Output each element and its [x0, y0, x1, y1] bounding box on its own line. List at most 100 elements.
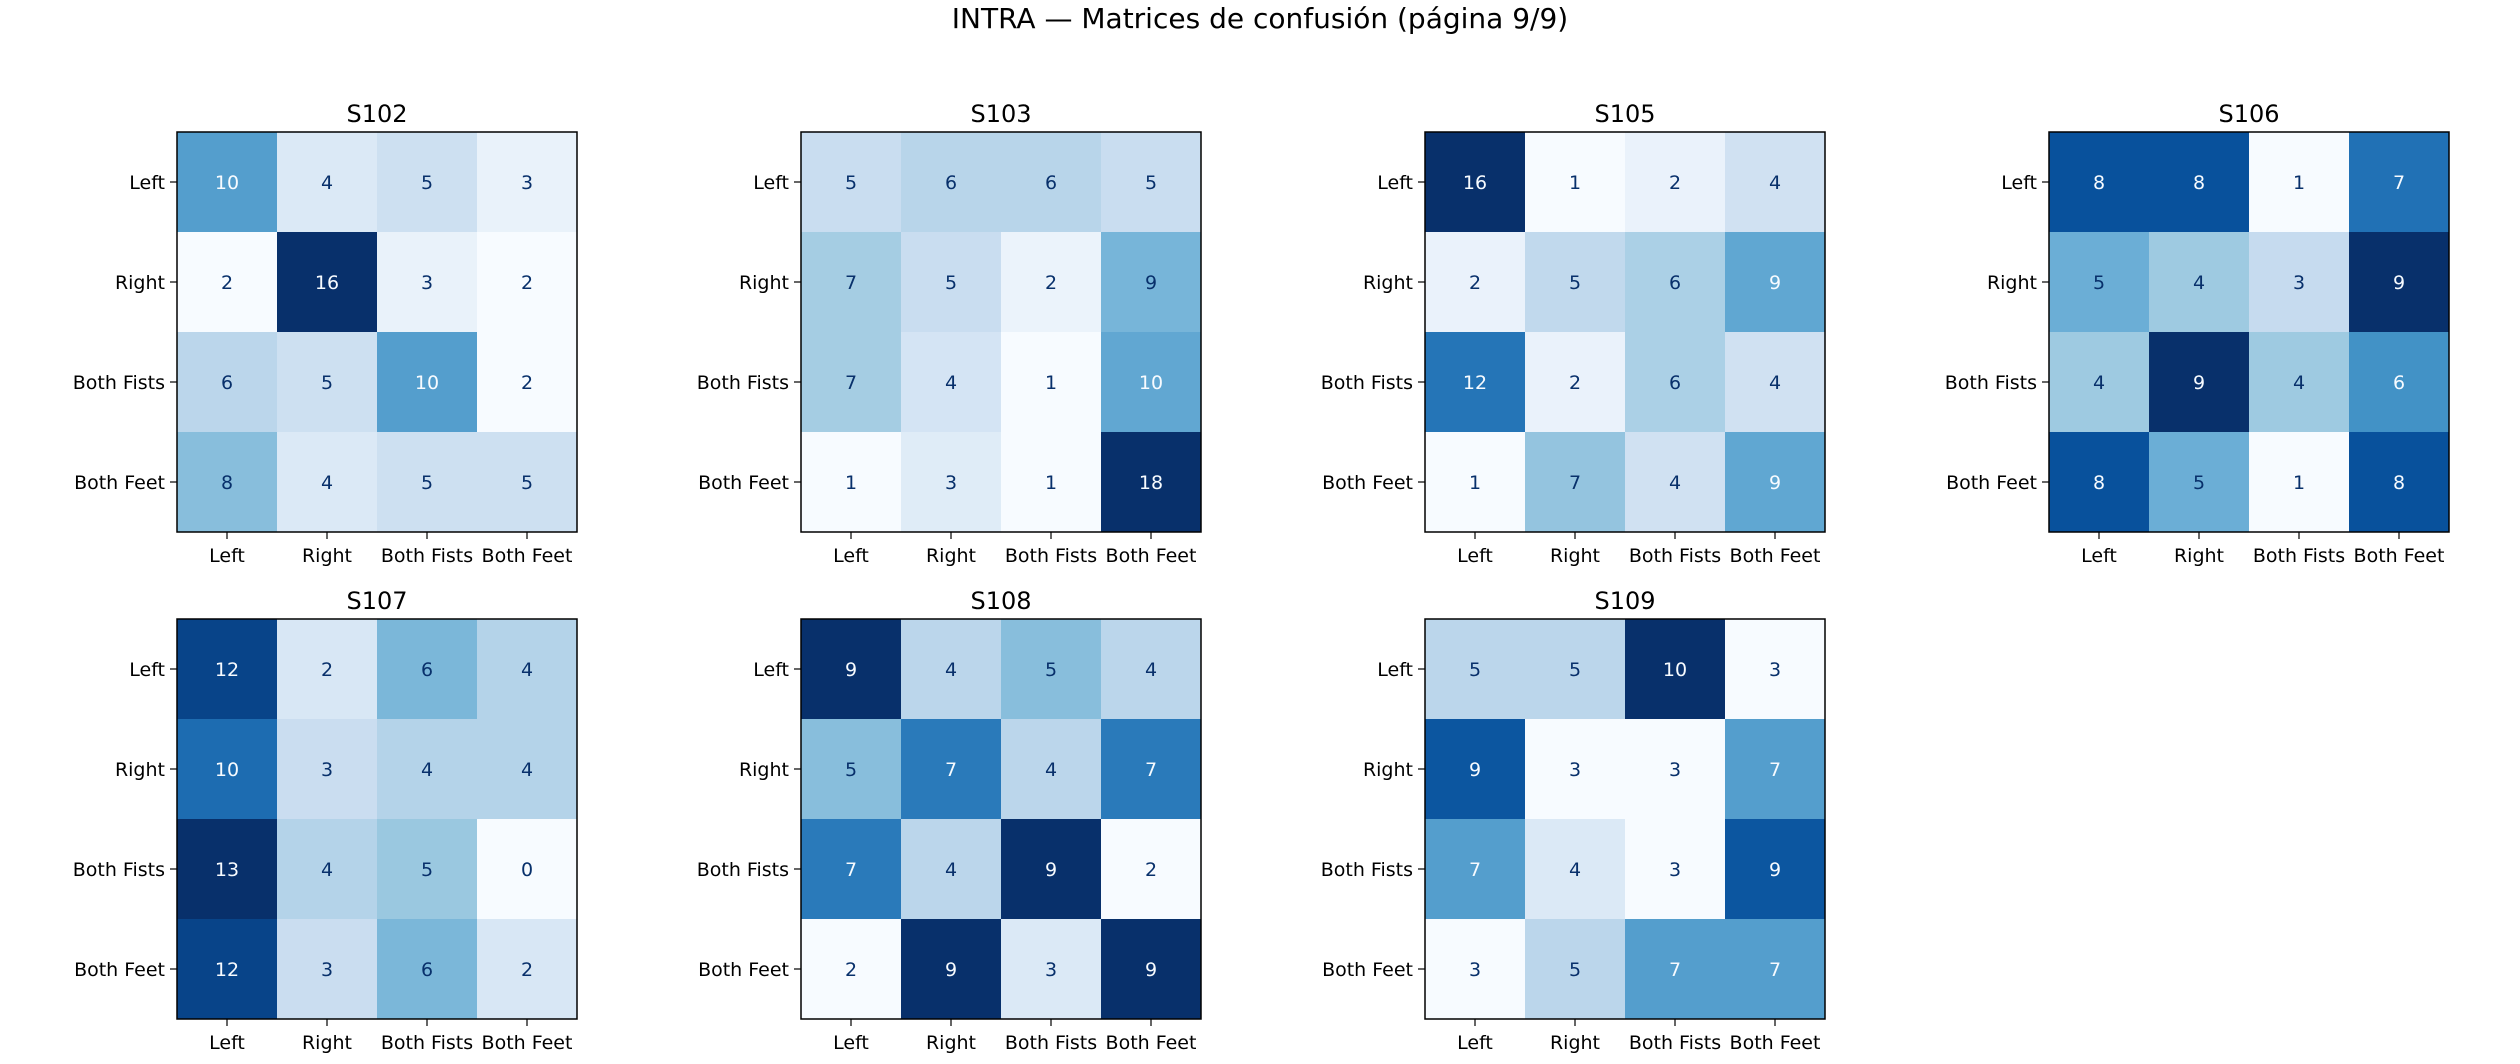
cell-value: 4	[321, 859, 333, 881]
x-tick-label: Right	[302, 1032, 352, 1054]
heatmap-cell	[1001, 232, 1102, 333]
cell-value: 2	[521, 372, 533, 394]
cell-value: 0	[521, 859, 533, 881]
cell-value: 9	[2193, 372, 2205, 394]
heatmap-s106: S106 8 8 1 7 5 4 3 9 4 9 4 6 8 5 1 8 Left Right Both Fists B…	[1945, 100, 2450, 567]
cell-value: 6	[945, 172, 957, 194]
heatmap-cell	[1425, 332, 1526, 433]
heatmap-cell	[801, 719, 902, 820]
x-tick-label: Right	[926, 545, 976, 567]
cell-value: 4	[421, 759, 433, 781]
heatmap-cell	[1101, 619, 1202, 720]
heatmap-cell	[1625, 132, 1726, 233]
cell-value: 8	[2093, 472, 2105, 494]
y-tick-label: Right	[115, 759, 165, 781]
heatmap-cell	[1101, 819, 1202, 920]
heatmap-cell	[477, 819, 578, 920]
cell-value: 7	[2393, 172, 2405, 194]
heatmap-cell	[477, 232, 578, 333]
cell-value: 6	[2393, 372, 2405, 394]
x-tick-label: Left	[1457, 1032, 1493, 1054]
y-tick-label: Left	[1377, 172, 1413, 194]
y-tick-label: Both Fists	[1321, 859, 1413, 881]
axes-frame	[2048, 131, 2450, 533]
x-tick-label: Left	[209, 545, 245, 567]
heatmap-cell	[1101, 919, 1202, 1020]
panel-title: S106	[2218, 100, 2279, 128]
heatmap-cell	[1001, 332, 1102, 433]
y-tick-label: Right	[739, 759, 789, 781]
cell-value: 2	[321, 659, 333, 681]
y-tick-label: Left	[129, 172, 165, 194]
cell-value: 7	[845, 272, 857, 294]
cell-value: 18	[1139, 472, 1163, 494]
axes-frame	[800, 131, 1202, 533]
cell-value: 4	[945, 372, 957, 394]
cell-value: 2	[221, 272, 233, 294]
heatmap-cell	[177, 432, 278, 533]
heatmap-cell	[477, 432, 578, 533]
x-tick-label: Both Fists	[1005, 1032, 1097, 1054]
heatmap-cell	[477, 132, 578, 233]
x-tick-label: Right	[302, 545, 352, 567]
y-tick-label: Both Feet	[74, 959, 165, 981]
cell-value: 6	[1045, 172, 1057, 194]
y-tick-label: Both Fists	[73, 859, 165, 881]
y-tick-label: Right	[115, 272, 165, 294]
cell-value: 3	[321, 759, 333, 781]
cell-value: 5	[845, 172, 857, 194]
cell-value: 1	[1469, 472, 1481, 494]
y-tick-label: Right	[1363, 759, 1413, 781]
panel-title: S109	[1594, 587, 1655, 615]
cell-value: 7	[845, 859, 857, 881]
cell-value: 4	[2293, 372, 2305, 394]
heatmap-cell	[901, 819, 1002, 920]
heatmap-cell	[377, 132, 478, 233]
cell-value: 9	[1145, 959, 1157, 981]
x-tick-label: Right	[1550, 1032, 1600, 1054]
cell-value: 3	[945, 472, 957, 494]
cell-value: 12	[215, 659, 239, 681]
cell-value: 3	[321, 959, 333, 981]
heatmap-cell	[477, 719, 578, 820]
cell-value: 2	[845, 959, 857, 981]
heatmap-cell	[901, 432, 1002, 533]
heatmap-cell	[1725, 332, 1826, 433]
heatmap-cell	[377, 332, 478, 433]
heatmap-cell	[277, 132, 378, 233]
heatmap-cell	[377, 619, 478, 720]
heatmap-cell	[1425, 132, 1526, 233]
heatmap-cell	[1525, 719, 1626, 820]
heatmap-cell	[1001, 432, 1102, 533]
cell-value: 5	[1569, 659, 1581, 681]
heatmap-cell	[1525, 132, 1626, 233]
cell-value: 4	[1569, 859, 1581, 881]
x-tick-label: Both Fists	[2253, 545, 2345, 567]
cell-value: 9	[1469, 759, 1481, 781]
cell-value: 16	[1463, 172, 1487, 194]
panel-title: S103	[970, 100, 1031, 128]
heatmap-cell	[2149, 432, 2250, 533]
cell-value: 9	[945, 959, 957, 981]
heatmap-cell	[177, 132, 278, 233]
heatmap-s109: S109 5 5 10 3 9 3 3 7 7 4 3 9 3 5 7 7 Left Right Both Fists…	[1321, 587, 1826, 1054]
cell-value: 5	[1145, 172, 1157, 194]
cell-value: 2	[1145, 859, 1157, 881]
axes-frame	[1424, 618, 1826, 1020]
cell-value: 10	[215, 172, 239, 194]
heatmap-cell	[277, 432, 378, 533]
cell-value: 5	[945, 272, 957, 294]
heatmap-cell	[1525, 432, 1626, 533]
cell-value: 2	[1045, 272, 1057, 294]
heatmap-cell	[377, 232, 478, 333]
heatmap-cell	[2349, 332, 2450, 433]
cell-value: 10	[1139, 372, 1163, 394]
heatmap-cell	[2149, 232, 2250, 333]
panel-title: S107	[346, 587, 407, 615]
cell-value: 5	[321, 372, 333, 394]
heatmap-cell	[177, 719, 278, 820]
heatmap-cell	[277, 332, 378, 433]
heatmap-cell	[1001, 619, 1102, 720]
cell-value: 5	[421, 472, 433, 494]
